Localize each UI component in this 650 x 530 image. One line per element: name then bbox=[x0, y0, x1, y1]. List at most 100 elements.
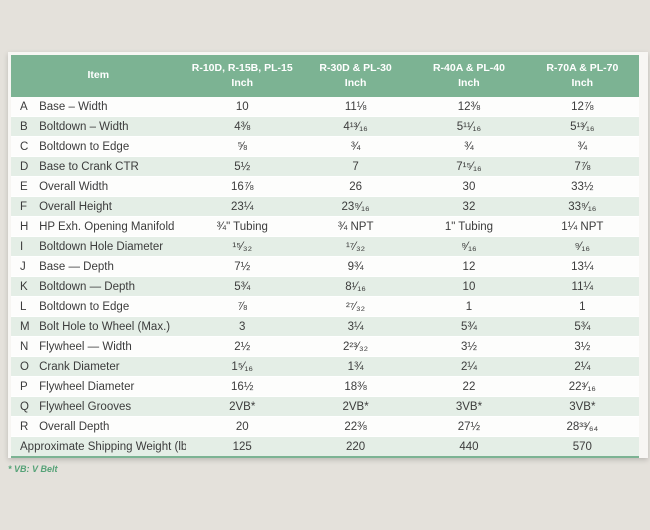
row-value-col2: 10 bbox=[412, 276, 526, 297]
row-value-col0: 10 bbox=[185, 97, 299, 117]
table-row: D Base to Crank CTR 5½ 7 7¹⁵⁄₁₆ 7⅞ bbox=[11, 156, 639, 177]
row-value-col2: 3½ bbox=[412, 336, 526, 357]
row-value-col3: 13¼ bbox=[525, 256, 639, 277]
row-item-label: Boltdown – Width bbox=[37, 116, 186, 137]
row-item-label: Boltdown — Depth bbox=[37, 276, 186, 297]
table-row: E Overall Width 16⅞ 26 30 33½ bbox=[11, 176, 639, 197]
row-letter: N bbox=[11, 336, 38, 357]
row-value-col3: 3½ bbox=[525, 336, 639, 357]
row-value-col2: 12 bbox=[412, 256, 526, 277]
header-col-0: R-10D, R-15B, PL-15 Inch bbox=[185, 55, 299, 97]
table-row: M Bolt Hole to Wheel (Max.) 3 3¼ 5¾ 5¾ bbox=[11, 316, 639, 337]
row-value-col2: 2¼ bbox=[412, 356, 526, 377]
row-value-col3: 5¾ bbox=[525, 316, 639, 337]
row-value-col0: 23¼ bbox=[185, 196, 299, 217]
row-value-col0: 4⅜ bbox=[185, 116, 299, 137]
row-value-col1: ¾ NPT bbox=[298, 216, 413, 237]
table-row: R Overall Depth 20 22⅜ 27½ 28³³⁄₆₄ bbox=[11, 416, 639, 437]
row-value-col2: ⁹⁄₁₆ bbox=[412, 236, 526, 257]
row-item-label: Flywheel Diameter bbox=[37, 376, 186, 397]
row-letter: H bbox=[11, 216, 38, 237]
row-value-col1: 4¹³⁄₁₆ bbox=[298, 116, 413, 137]
row-value-col2: 5¹¹⁄₁₆ bbox=[412, 116, 526, 137]
row-letter: J bbox=[11, 256, 38, 277]
row-letter: P bbox=[11, 376, 38, 397]
row-letter: F bbox=[11, 196, 38, 217]
row-value-col2: 1" Tubing bbox=[412, 216, 526, 237]
row-value-col1: ¹⁷⁄₃₂ bbox=[298, 236, 413, 257]
table-row: Q Flywheel Grooves 2VB* 2VB* 3VB* 3VB* bbox=[11, 396, 639, 417]
shipping-weight-col0: 125 bbox=[185, 436, 299, 458]
row-value-col3: 11¼ bbox=[525, 276, 639, 297]
row-value-col1: 26 bbox=[298, 176, 413, 197]
header-model-1: R-30D & PL-30 bbox=[319, 61, 392, 74]
table-row: F Overall Height 23¼ 23⁹⁄₁₆ 32 33⁹⁄₁₆ bbox=[11, 196, 639, 217]
table-row: B Boltdown – Width 4⅜ 4¹³⁄₁₆ 5¹¹⁄₁₆ 5¹³⁄₁₆ bbox=[11, 116, 639, 137]
header-col-2: R-40A & PL-40 Inch bbox=[412, 55, 526, 97]
shipping-weight-col1: 220 bbox=[298, 436, 413, 458]
shipping-weight-row: Approximate Shipping Weight (lbs.) 125 220… bbox=[11, 436, 639, 458]
row-letter: O bbox=[11, 356, 38, 377]
row-letter: L bbox=[11, 296, 38, 317]
row-value-col2: 12⅜ bbox=[412, 97, 526, 117]
row-item-label: Flywheel Grooves bbox=[37, 396, 186, 417]
row-item-label: Overall Depth bbox=[37, 416, 186, 437]
row-value-col0: 5¾ bbox=[185, 276, 299, 297]
table-body: A Base – Width 10 11⅛ 12⅜ 12⅞ B Boltdown – Widt… bbox=[11, 97, 639, 458]
header-item-label: Item bbox=[87, 69, 110, 82]
row-value-col1: 9¾ bbox=[298, 256, 413, 277]
row-value-col0: ⅝ bbox=[185, 136, 299, 157]
row-value-col1: 2VB* bbox=[298, 396, 413, 417]
row-item-label: Overall Width bbox=[37, 176, 186, 197]
row-item-label: Base – Width bbox=[37, 97, 186, 117]
header-unit-2: Inch bbox=[458, 77, 480, 89]
row-letter: M bbox=[11, 316, 38, 337]
row-letter: E bbox=[11, 176, 38, 197]
row-value-col0: 3 bbox=[185, 316, 299, 337]
row-item-label: Boltdown to Edge bbox=[37, 296, 186, 317]
row-value-col1: ¾ bbox=[298, 136, 413, 157]
row-value-col3: 22³⁄₁₆ bbox=[525, 376, 639, 397]
row-item-label: Boltdown to Edge bbox=[37, 136, 186, 157]
row-value-col2: 3VB* bbox=[412, 396, 526, 417]
header-col-1: R-30D & PL-30 Inch bbox=[298, 55, 413, 97]
row-letter: B bbox=[11, 116, 38, 137]
row-value-col2: 1 bbox=[412, 296, 526, 317]
row-value-col2: 32 bbox=[412, 196, 526, 217]
row-item-label: HP Exh. Opening Manifold bbox=[37, 216, 186, 237]
table-row: O Crank Diameter 1⁵⁄₁₆ 1¾ 2¼ 2¼ bbox=[11, 356, 639, 377]
row-value-col2: 7¹⁵⁄₁₆ bbox=[412, 156, 526, 177]
row-value-col2: 22 bbox=[412, 376, 526, 397]
spec-table: Item R-10D, R-15B, PL-15 Inch R-30D & PL… bbox=[11, 55, 639, 458]
row-letter: A bbox=[11, 97, 38, 117]
row-value-col2: ¾ bbox=[412, 136, 526, 157]
row-letter: C bbox=[11, 136, 38, 157]
header-item: Item bbox=[11, 55, 186, 97]
row-value-col3: ¾ bbox=[525, 136, 639, 157]
row-value-col3: 3VB* bbox=[525, 396, 639, 417]
row-value-col2: 27½ bbox=[412, 416, 526, 437]
spec-table-card: Item R-10D, R-15B, PL-15 Inch R-30D & PL… bbox=[8, 52, 648, 458]
header-model-0: R-10D, R-15B, PL-15 bbox=[191, 61, 293, 74]
row-value-col0: ¾" Tubing bbox=[185, 216, 299, 237]
row-value-col0: 20 bbox=[185, 416, 299, 437]
row-value-col0: 5½ bbox=[185, 156, 299, 177]
row-value-col1: ²⁷⁄₃₂ bbox=[298, 296, 413, 317]
row-value-col1: 22⅜ bbox=[298, 416, 413, 437]
row-item-label: Flywheel — Width bbox=[37, 336, 186, 357]
row-value-col3: 1 bbox=[525, 296, 639, 317]
row-value-col1: 3¼ bbox=[298, 316, 413, 337]
row-item-label: Bolt Hole to Wheel (Max.) bbox=[37, 316, 186, 337]
row-value-col1: 11⅛ bbox=[298, 97, 413, 117]
row-value-col0: 16⅞ bbox=[185, 176, 299, 197]
shipping-weight-label: Approximate Shipping Weight (lbs.) bbox=[11, 436, 186, 458]
row-value-col3: 33½ bbox=[525, 176, 639, 197]
row-value-col0: ⅞ bbox=[185, 296, 299, 317]
row-value-col1: 7 bbox=[298, 156, 413, 177]
row-item-label: Overall Height bbox=[37, 196, 186, 217]
table-row: I Boltdown Hole Diameter ¹⁵⁄₃₂ ¹⁷⁄₃₂ ⁹⁄₁₆ ⁹⁄₁… bbox=[11, 236, 639, 257]
row-value-col1: 23⁹⁄₁₆ bbox=[298, 196, 413, 217]
row-value-col3: 7⅞ bbox=[525, 156, 639, 177]
shipping-weight-col3: 570 bbox=[525, 436, 639, 458]
row-value-col3: 33⁹⁄₁₆ bbox=[525, 196, 639, 217]
